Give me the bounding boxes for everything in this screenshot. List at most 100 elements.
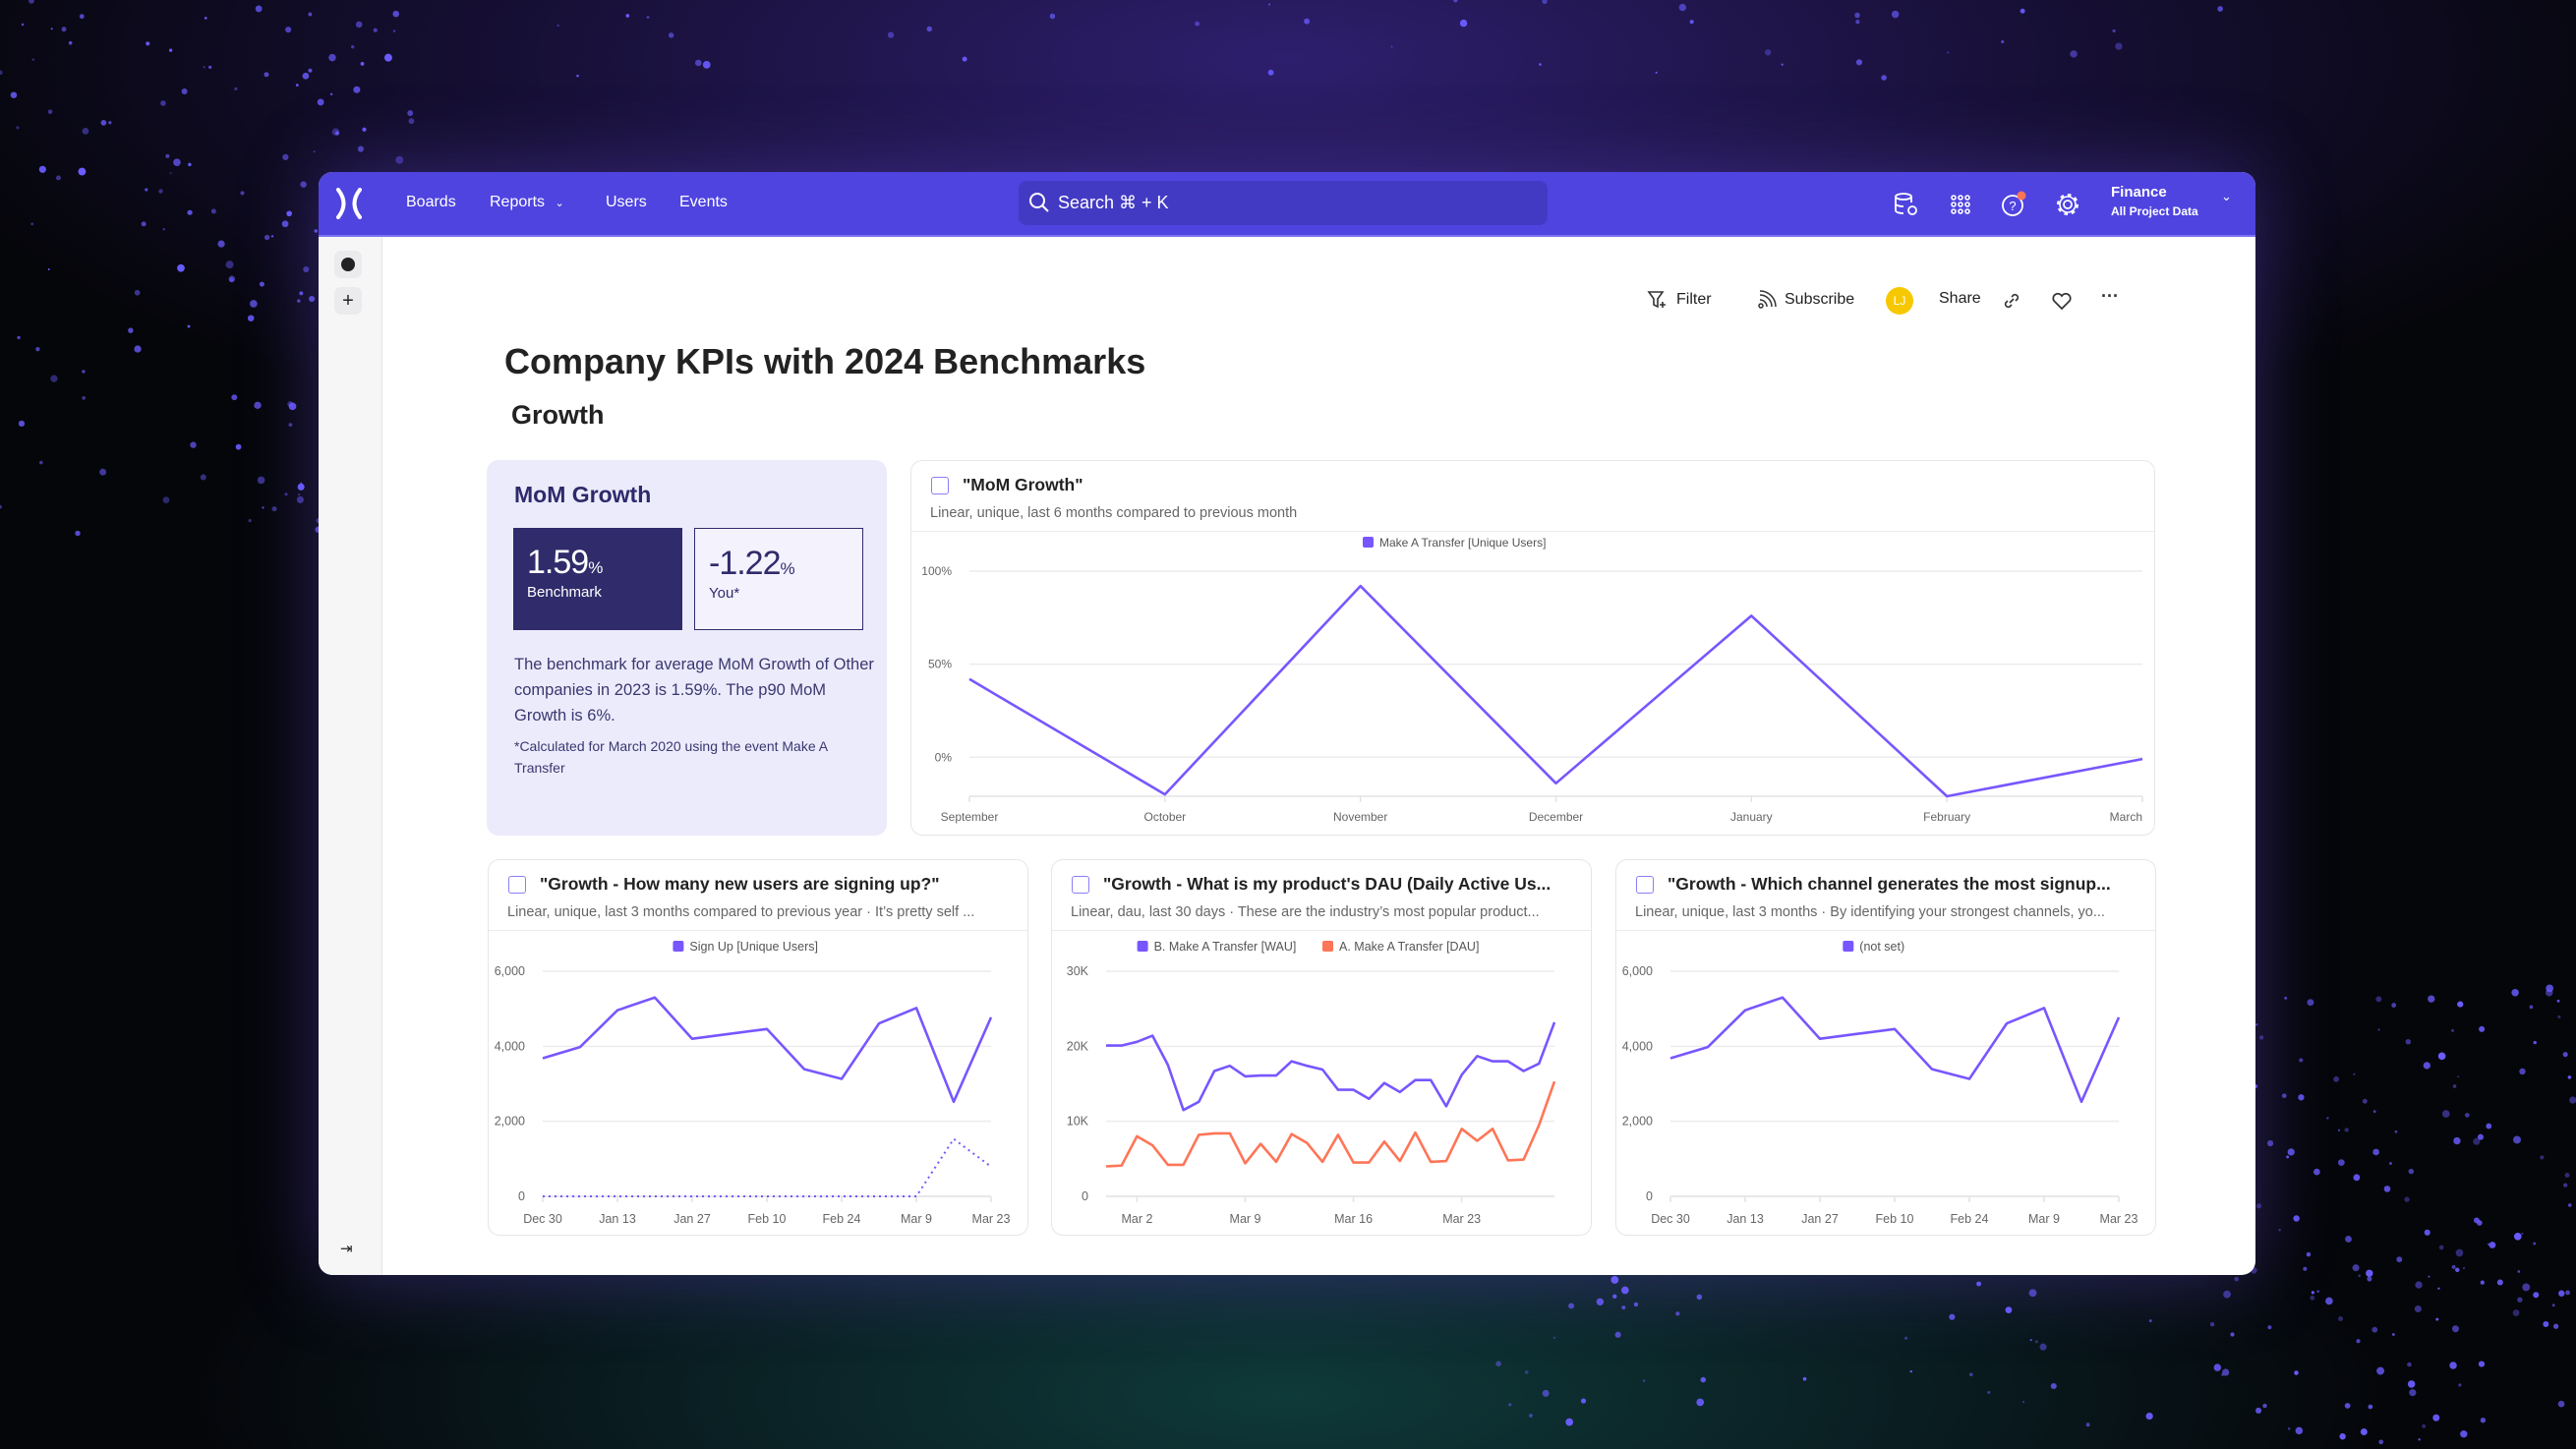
particle (288, 402, 297, 411)
particle (2480, 1418, 2487, 1423)
particle (2460, 1430, 2468, 1438)
particle (351, 45, 355, 49)
y-tick-label: 0% (935, 750, 953, 764)
card-title[interactable]: "MoM Growth" (963, 475, 1083, 494)
particle (82, 395, 87, 400)
particle (2457, 1001, 2464, 1008)
particle (2496, 1279, 2503, 1286)
particle (2394, 1130, 2398, 1133)
x-tick-label: Mar 2 (1121, 1212, 1152, 1226)
data-settings-icon[interactable] (1892, 190, 1921, 219)
particle (2407, 1380, 2416, 1388)
add-button[interactable]: + (334, 287, 362, 315)
chart-card-channels[interactable]: "Growth - Which channel generates the mo… (1615, 859, 2156, 1236)
explore-button[interactable] (334, 251, 362, 278)
particle (1529, 1414, 1533, 1418)
mom-card-title: MoM Growth (514, 482, 652, 507)
link-icon[interactable] (2002, 291, 2021, 311)
particle (2567, 1203, 2572, 1207)
particle (287, 401, 293, 407)
card-subtitle: Linear, unique, last 3 months · By ident… (1635, 904, 2105, 920)
nav-users[interactable]: Users (606, 194, 647, 210)
particle (210, 208, 216, 214)
particle (1689, 20, 1694, 25)
particle (225, 261, 234, 269)
particle (17, 335, 21, 340)
particle (187, 324, 191, 328)
particle (328, 53, 336, 62)
nav-events[interactable]: Events (679, 194, 728, 210)
particle (240, 191, 245, 196)
particle (2029, 1339, 2032, 1342)
share-button[interactable]: Share (1939, 290, 1981, 308)
particle (2552, 1323, 2559, 1329)
particle (2415, 1281, 2423, 1289)
card-title[interactable]: "Growth - Which channel generates the mo… (1668, 874, 2111, 894)
particle (392, 10, 400, 18)
y-tick-label: 6,000 (1622, 964, 1653, 978)
help-icon[interactable]: ? (1999, 190, 2028, 219)
card-header (1616, 860, 2155, 931)
particle (288, 423, 293, 428)
particle (2383, 1186, 2391, 1192)
particle (2557, 1014, 2561, 1018)
particle (1612, 1294, 1617, 1300)
logo-icon[interactable] (334, 188, 364, 219)
x-tick-label: Mar 23 (2100, 1212, 2138, 1226)
particle (2480, 1280, 2485, 1285)
particle (308, 68, 313, 73)
legend-label: B. Make A Transfer [WAU] (1154, 940, 1297, 954)
x-tick-label: March (2110, 810, 2142, 824)
particle (1947, 51, 1950, 54)
card-subtitle: Linear, unique, last 6 months compared t… (930, 505, 1298, 521)
particle (38, 460, 43, 465)
chart-card-dau[interactable]: "Growth - What is my product's DAU (Dail… (1051, 859, 1592, 1236)
particle (2567, 1075, 2572, 1079)
nav-boards[interactable]: Boards (406, 194, 456, 210)
particle (2473, 1137, 2481, 1145)
avatar[interactable]: LJ (1886, 287, 1913, 315)
particle (1459, 19, 1468, 28)
card-title[interactable]: "Growth - How many new users are signing… (540, 874, 940, 894)
particle (2551, 1304, 2555, 1307)
search-input[interactable]: Search ⌘ + K (1019, 181, 1548, 225)
card-title[interactable]: "Growth - What is my product's DAU (Dail… (1103, 874, 1551, 894)
particle (2488, 1242, 2496, 1248)
particle (2414, 1305, 2422, 1313)
particle (2005, 1306, 2013, 1313)
particle (926, 26, 932, 32)
y-tick-label: 100% (921, 564, 952, 578)
particle (2486, 1123, 2492, 1130)
subscribe-button[interactable]: Subscribe (1757, 290, 1854, 310)
more-options-icon[interactable]: ··· (2101, 286, 2119, 306)
chevron-down-icon[interactable]: ⌄ (2221, 189, 2232, 203)
particle (1700, 1376, 1707, 1383)
nav-reports[interactable]: Reports ⌄ (490, 194, 564, 211)
particle (2356, 1339, 2361, 1344)
heart-icon[interactable] (2051, 291, 2073, 311)
y-tick-label: 50% (928, 658, 952, 671)
particle (1903, 1336, 1908, 1340)
particle (2284, 996, 2288, 1000)
particle (2529, 1005, 2534, 1010)
particle (2478, 1361, 2486, 1367)
expand-sidebar-icon[interactable]: ⇥ (340, 1241, 353, 1257)
gear-icon[interactable] (2053, 190, 2082, 219)
chart-card-mom-growth[interactable]: "MoM Growth" Linear, unique, last 6 mont… (910, 460, 2155, 836)
project-selector[interactable]: Finance All Project Data (2111, 184, 2198, 218)
particle (2556, 999, 2560, 1003)
filter-button[interactable]: Filter (1647, 290, 1712, 310)
particle (35, 346, 40, 352)
particle (1949, 1313, 1956, 1320)
y-tick-label: 0 (1082, 1189, 1088, 1203)
chart-card-signups[interactable]: "Growth - How many new users are signing… (488, 859, 1028, 1236)
particle (2557, 1400, 2565, 1408)
particle (309, 295, 316, 303)
particle (271, 506, 277, 512)
x-tick-label: January (1730, 810, 1773, 824)
apps-grid-icon[interactable] (1946, 190, 1975, 219)
particle (1764, 49, 1772, 56)
particle (56, 175, 61, 181)
particle (1855, 59, 1863, 66)
particle (1696, 1398, 1705, 1407)
